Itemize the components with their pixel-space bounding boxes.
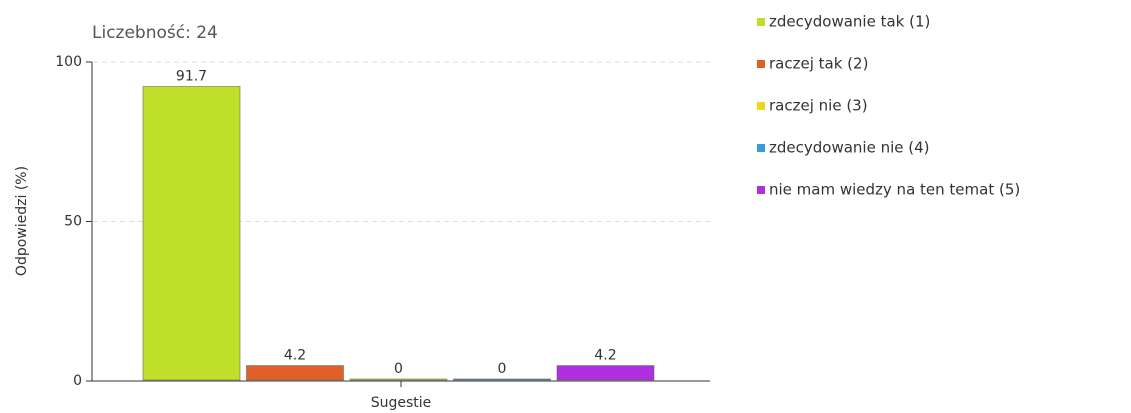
data-label: 0 [394,361,403,377]
y-tick-label: 0 [73,373,82,389]
legend-swatch [757,186,765,194]
legend-swatch [757,144,765,152]
bar [556,365,655,381]
bar [246,365,344,381]
legend-label: raczej nie (3) [769,97,868,115]
legend-swatch [757,60,765,68]
legend-label: nie mam wiedzy na ten temat (5) [769,181,1020,199]
data-label: 91.7 [176,68,207,84]
legend-swatch [757,18,765,26]
x-tick-label: Sugestie [371,395,432,411]
legend-label: zdecydowanie tak (1) [769,13,930,31]
data-label: 4.2 [594,348,616,364]
chart-title: Liczebność: 24 [92,23,218,43]
bar [453,378,551,381]
legend-label: zdecydowanie nie (4) [769,139,930,157]
data-label: 4.2 [284,348,306,364]
bar [349,378,448,381]
bar [142,85,241,381]
legend-label: raczej tak (2) [769,55,868,73]
y-axis-label: Odpowiedzi (%) [14,166,30,276]
y-tick-label: 50 [64,214,82,230]
legend-swatch [757,102,765,110]
data-label: 0 [498,361,507,377]
y-tick-label: 100 [55,54,82,70]
